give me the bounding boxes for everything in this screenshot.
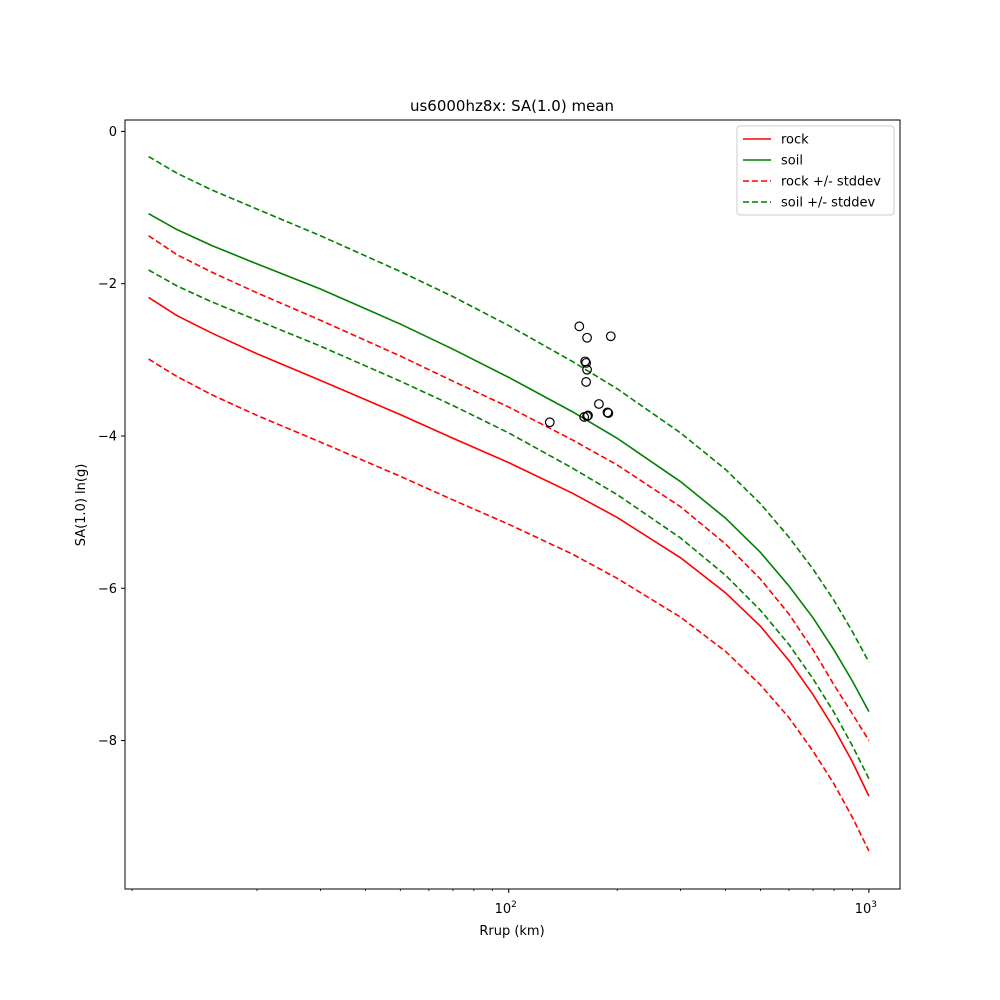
scatter-point: [581, 357, 592, 368]
series-line-1: [148, 212, 870, 712]
x-tick-label: 102: [495, 900, 517, 917]
x-tick-label: 103: [855, 900, 877, 917]
y-tick-label: −6: [98, 582, 117, 597]
plot-frame: [124, 119, 901, 890]
legend-entry: soil +/- stddev: [781, 196, 876, 211]
y-axis-ticks: 0 −2 −4 −6 −8: [98, 125, 125, 749]
scatter-point: [582, 411, 592, 422]
y-tick-label: 0: [109, 125, 117, 140]
series-line-2: [148, 235, 870, 741]
series-line-5: [148, 269, 870, 779]
scatter-point: [581, 377, 592, 387]
x-axis-ticks: 102 103: [131, 889, 877, 917]
series-line-0: [148, 296, 870, 797]
legend: rock soil rock +/- stddev soil +/- stddev: [736, 125, 895, 216]
x-axis-label: Rrup (km): [479, 924, 544, 939]
legend-entry: soil: [781, 154, 803, 169]
series-line-4: [148, 155, 870, 663]
legend-box: [736, 125, 895, 216]
legend-entry: rock +/- stddev: [781, 175, 881, 190]
y-tick-label: −8: [98, 734, 117, 749]
y-tick-label: −2: [98, 277, 117, 292]
series-line-3: [148, 358, 870, 852]
chart-title: us6000hz8x: SA(1.0) mean: [410, 97, 614, 115]
scatter-point: [594, 399, 604, 409]
legend-entry: rock: [781, 133, 809, 148]
y-axis-label: SA(1.0) ln(g): [74, 464, 89, 547]
y-tick-label: −4: [98, 429, 117, 444]
scatter-point: [582, 332, 592, 343]
scatter-point: [583, 410, 593, 421]
scatter-point: [582, 364, 592, 375]
scatter-point: [602, 407, 613, 418]
scatter-point: [603, 408, 614, 419]
plot-area: [148, 155, 870, 852]
scatter-point: [605, 331, 616, 342]
scatter-point: [544, 417, 555, 428]
scatter-point: [574, 321, 585, 332]
